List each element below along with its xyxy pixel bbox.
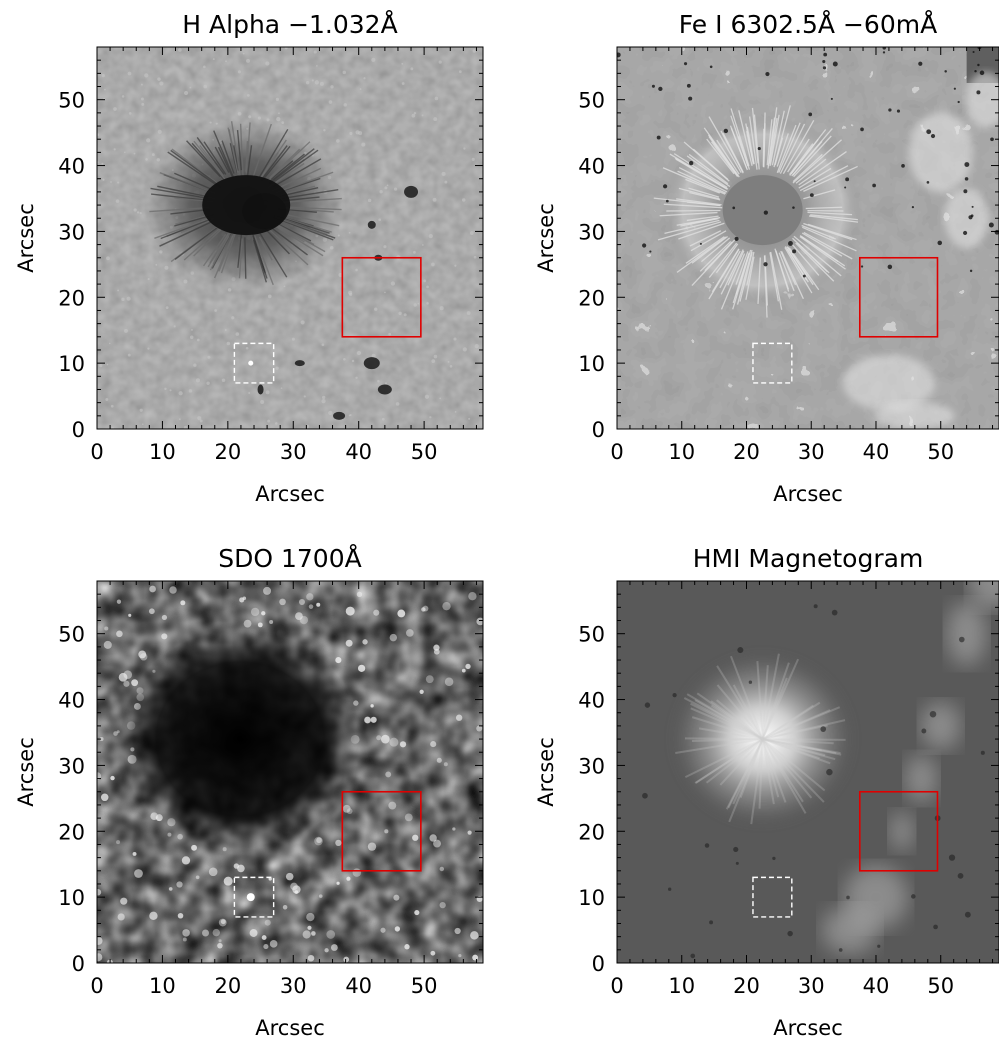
x-tick-label: 30	[280, 440, 307, 464]
x-tick-label: 50	[411, 440, 438, 464]
x-tick-label: 20	[733, 974, 760, 998]
x-tick-label: 0	[610, 440, 623, 464]
panel-fe-i: 0 10 20 30 40 50 0 10 20 30 40 50 Fe I 6302.5Å −60mÅ…	[534, 10, 999, 506]
x-tick-label: 50	[927, 440, 954, 464]
y-tick-label: 50	[578, 623, 605, 647]
x-tick-label: 30	[798, 974, 825, 998]
panel-title: SDO 1700Å	[218, 544, 361, 573]
x-tick-label: 50	[927, 974, 954, 998]
axes-frame	[616, 46, 999, 430]
y-tick-label: 10	[578, 886, 605, 910]
y-tick-label: 10	[58, 886, 85, 910]
panel-title: HMI Magnetogram	[693, 544, 924, 573]
x-tick-label: 10	[668, 974, 695, 998]
y-tick-label: 30	[58, 754, 85, 778]
y-tick-label: 40	[58, 689, 85, 713]
y-tick-label: 40	[58, 155, 85, 179]
red-region-box	[341, 256, 422, 338]
x-axis-label: Arcsec	[773, 1016, 843, 1040]
x-tick-label: 40	[863, 440, 890, 464]
x-axis-label: Arcsec	[773, 482, 843, 506]
axes-frame	[96, 580, 484, 964]
x-axis-label: Arcsec	[255, 1016, 325, 1040]
panel-sdo-1700: 0 10 20 30 40 50 0 10 20 30 40 50 SDO 1700Å Arcsec Arc…	[14, 544, 484, 1040]
white-dashed-region-box	[233, 342, 275, 384]
y-tick-label: 10	[578, 352, 605, 376]
y-axis-label: Arcsec	[14, 737, 38, 807]
white-dashed-region-box	[752, 876, 793, 918]
y-tick-label: 0	[72, 418, 85, 442]
y-tick-label: 40	[578, 689, 605, 713]
x-tick-label: 50	[411, 974, 438, 998]
x-axis-label: Arcsec	[255, 482, 325, 506]
y-tick-label: 0	[592, 952, 605, 976]
y-tick-label: 10	[58, 352, 85, 376]
y-tick-label: 30	[58, 220, 85, 244]
image-hmi	[617, 581, 999, 963]
y-axis-label: Arcsec	[534, 203, 558, 273]
x-tick-label: 30	[798, 440, 825, 464]
x-tick-label: 10	[149, 974, 176, 998]
x-tick-label: 40	[345, 974, 372, 998]
white-dashed-region-box	[233, 876, 275, 918]
x-tick-label: 10	[668, 440, 695, 464]
y-tick-label: 50	[58, 89, 85, 113]
image-fe-i	[617, 47, 999, 429]
y-tick-label: 50	[578, 89, 605, 113]
x-tick-label: 40	[863, 974, 890, 998]
panel-hmi: 0 10 20 30 40 50 0 10 20 30 40 50 HMI Magnetogram Arc…	[534, 544, 999, 1040]
axes-frame	[616, 580, 999, 964]
y-axis-label: Arcsec	[534, 737, 558, 807]
white-dashed-region-box	[752, 342, 793, 384]
image-h-alpha	[97, 47, 483, 429]
y-tick-label: 30	[578, 754, 605, 778]
axes-frame	[96, 46, 484, 430]
x-tick-label: 30	[280, 974, 307, 998]
x-tick-label: 0	[90, 440, 103, 464]
x-tick-label: 20	[733, 440, 760, 464]
x-tick-label: 40	[345, 440, 372, 464]
image-sdo-1700	[97, 581, 483, 963]
y-tick-label: 20	[58, 286, 85, 310]
red-region-box	[858, 790, 939, 872]
red-region-box	[341, 790, 422, 872]
y-tick-label: 0	[592, 418, 605, 442]
red-region-box	[858, 256, 939, 338]
y-tick-label: 50	[58, 623, 85, 647]
x-tick-label: 10	[149, 440, 176, 464]
panel-h-alpha: 0 10 20 30 40 50 0 10 20 30 40 50 H Alpha −1.032Å Arc…	[14, 10, 484, 506]
x-tick-label: 0	[610, 974, 623, 998]
x-tick-label: 20	[214, 974, 241, 998]
y-tick-label: 40	[578, 155, 605, 179]
x-tick-label: 20	[214, 440, 241, 464]
y-tick-label: 30	[578, 220, 605, 244]
y-tick-label: 0	[72, 952, 85, 976]
y-tick-label: 20	[578, 286, 605, 310]
panel-title: H Alpha −1.032Å	[182, 10, 397, 39]
panel-title: Fe I 6302.5Å −60mÅ	[679, 10, 937, 39]
y-axis-label: Arcsec	[14, 203, 38, 273]
y-tick-label: 20	[578, 820, 605, 844]
y-tick-label: 20	[58, 820, 85, 844]
x-tick-label: 0	[90, 974, 103, 998]
